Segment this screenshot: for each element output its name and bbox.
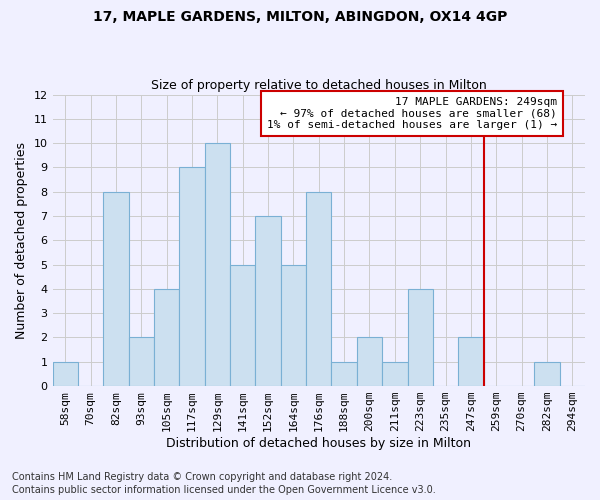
Bar	[179, 168, 205, 386]
Bar	[256, 216, 281, 386]
Bar	[407, 289, 433, 386]
Bar	[382, 362, 407, 386]
Y-axis label: Number of detached properties: Number of detached properties	[15, 142, 28, 339]
Bar	[281, 264, 306, 386]
Bar	[230, 264, 256, 386]
Bar	[53, 362, 78, 386]
Bar	[154, 289, 179, 386]
Title: Size of property relative to detached houses in Milton: Size of property relative to detached ho…	[151, 79, 487, 92]
Text: 17, MAPLE GARDENS, MILTON, ABINGDON, OX14 4GP: 17, MAPLE GARDENS, MILTON, ABINGDON, OX1…	[93, 10, 507, 24]
Bar	[306, 192, 331, 386]
Bar	[128, 338, 154, 386]
Bar	[534, 362, 560, 386]
Bar	[458, 338, 484, 386]
Text: Contains HM Land Registry data © Crown copyright and database right 2024.
Contai: Contains HM Land Registry data © Crown c…	[12, 472, 436, 495]
Bar	[205, 143, 230, 386]
Bar	[103, 192, 128, 386]
Text: 17 MAPLE GARDENS: 249sqm
← 97% of detached houses are smaller (68)
1% of semi-de: 17 MAPLE GARDENS: 249sqm ← 97% of detach…	[267, 97, 557, 130]
X-axis label: Distribution of detached houses by size in Milton: Distribution of detached houses by size …	[166, 437, 471, 450]
Bar	[357, 338, 382, 386]
Bar	[331, 362, 357, 386]
